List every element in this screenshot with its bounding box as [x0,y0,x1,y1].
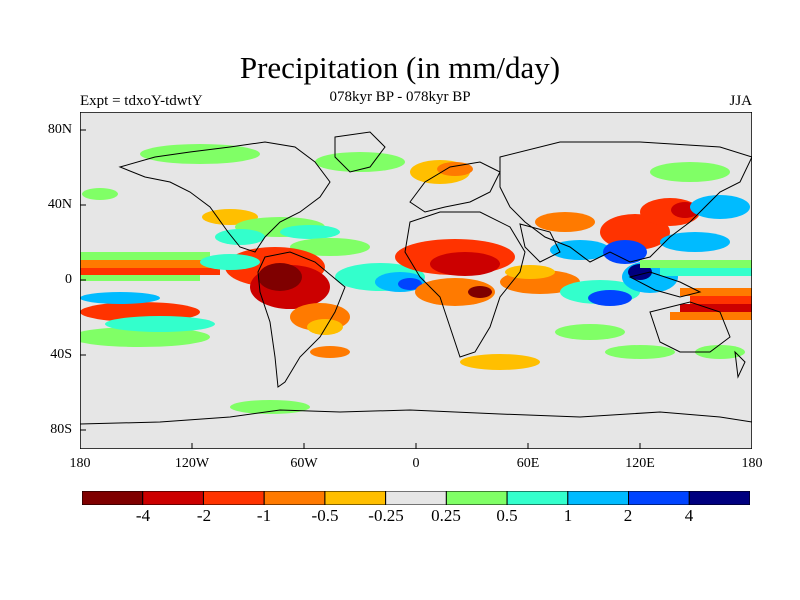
x-tick-label: 0 [412,456,420,471]
colorbar-label: 0.25 [431,506,461,525]
coast-europe [409,161,501,213]
colorbar-label: 0.5 [496,506,518,525]
colorbar-swatch [688,491,750,505]
anomaly-blob [80,260,220,268]
colorbar-label: -2 [196,506,212,525]
anomaly-blob [437,162,473,176]
colorbar-swatch [567,491,630,505]
coast-greenland [334,131,386,173]
x-tick-label: 120E [625,456,655,471]
colorbar-label: -0.5 [311,506,339,525]
anomaly-blob [535,212,595,232]
anomaly-blob [80,268,220,275]
x-tick-label: 60E [516,456,540,471]
anomaly-blob [460,354,540,370]
anomaly-blob [280,225,340,239]
colorbar-label: 4 [684,506,694,525]
anomaly-blob [140,144,260,164]
y-tick-label: 40S [50,347,72,362]
y-tick-label: 80S [50,422,72,437]
anomaly-blob [650,162,730,182]
colorbar-swatch [202,491,265,505]
colorbar-swatch [142,491,204,505]
anomaly-blob [670,312,752,320]
coast-indonesia [628,271,702,298]
colorbar-swatch [82,491,144,505]
anomaly-blob [82,188,118,200]
anomaly-blob [398,278,422,290]
y-tick-label: 0 [65,272,72,287]
anomaly-blob [468,286,492,298]
anomaly-blob [603,240,647,264]
anomaly-blob [690,195,750,219]
anomaly-blob [80,292,160,304]
colorbar-swatch [324,491,387,505]
anomaly-blob [307,319,343,335]
anomaly-blob [315,152,405,172]
anomaly-blob [105,316,215,332]
anomaly-blob [80,275,200,281]
precipitation-map [80,112,752,449]
anomaly-blob [680,288,752,296]
anomaly-blob [215,229,265,245]
colorbar-swatch [385,491,447,505]
anomaly-blob [605,345,675,359]
anomaly-blob [258,263,302,291]
axis-ticks [80,129,641,449]
season-label: JJA [729,93,752,109]
anomaly-blob [555,324,625,340]
anomaly-blob [695,345,745,359]
colorbar-label: 1 [563,506,573,525]
period-label: 078kyr BP - 078kyr BP [329,89,471,105]
anomaly-blob [200,254,260,270]
colorbar-label: -0.25 [368,506,404,525]
anomaly-blob [415,278,495,306]
x-tick-label: 180 [69,456,91,471]
y-tick-label: 40N [47,197,72,212]
colorbar-swatch [506,491,569,505]
anomaly-blob [660,232,730,252]
coastlines [80,131,752,425]
anomaly-blob [80,252,210,260]
coast-new-zealand [734,350,746,379]
plot-title: Precipitation (in mm/day) [239,50,561,85]
anomaly-blob [660,268,752,276]
experiment-label: Expt = tdxoY-tdwtY [80,93,203,109]
colorbar-swatch [263,491,326,505]
coast-south-america [257,251,346,388]
anomaly-blob [680,304,752,312]
colorbar-label: -1 [256,506,272,525]
anomaly-blob [80,327,210,347]
colorbar [82,491,750,505]
coast-africa [404,211,526,358]
colorbar-label: 2 [623,506,633,525]
colorbar-swatch [445,491,508,505]
y-tick-label: 80N [47,122,72,137]
anomaly-blob [640,260,752,268]
coast-australia [649,301,731,353]
coast-antarctica [80,409,752,425]
anomaly-blob [690,296,752,304]
anomaly-blob [430,252,500,276]
anomaly-blob [290,238,370,256]
coast-asia [499,141,752,263]
coast-arabia [519,223,561,263]
x-tick-label: 120W [174,456,210,471]
anomaly-layer [80,144,752,414]
anomaly-blob [505,265,555,279]
colorbar-swatch [628,491,690,505]
anomaly-blob [588,290,632,306]
x-tick-label: 180 [741,456,763,471]
coast-north-america [118,141,331,253]
anomaly-blob [310,346,350,358]
colorbar-label: -4 [135,506,151,525]
x-tick-label: 60W [290,456,318,471]
